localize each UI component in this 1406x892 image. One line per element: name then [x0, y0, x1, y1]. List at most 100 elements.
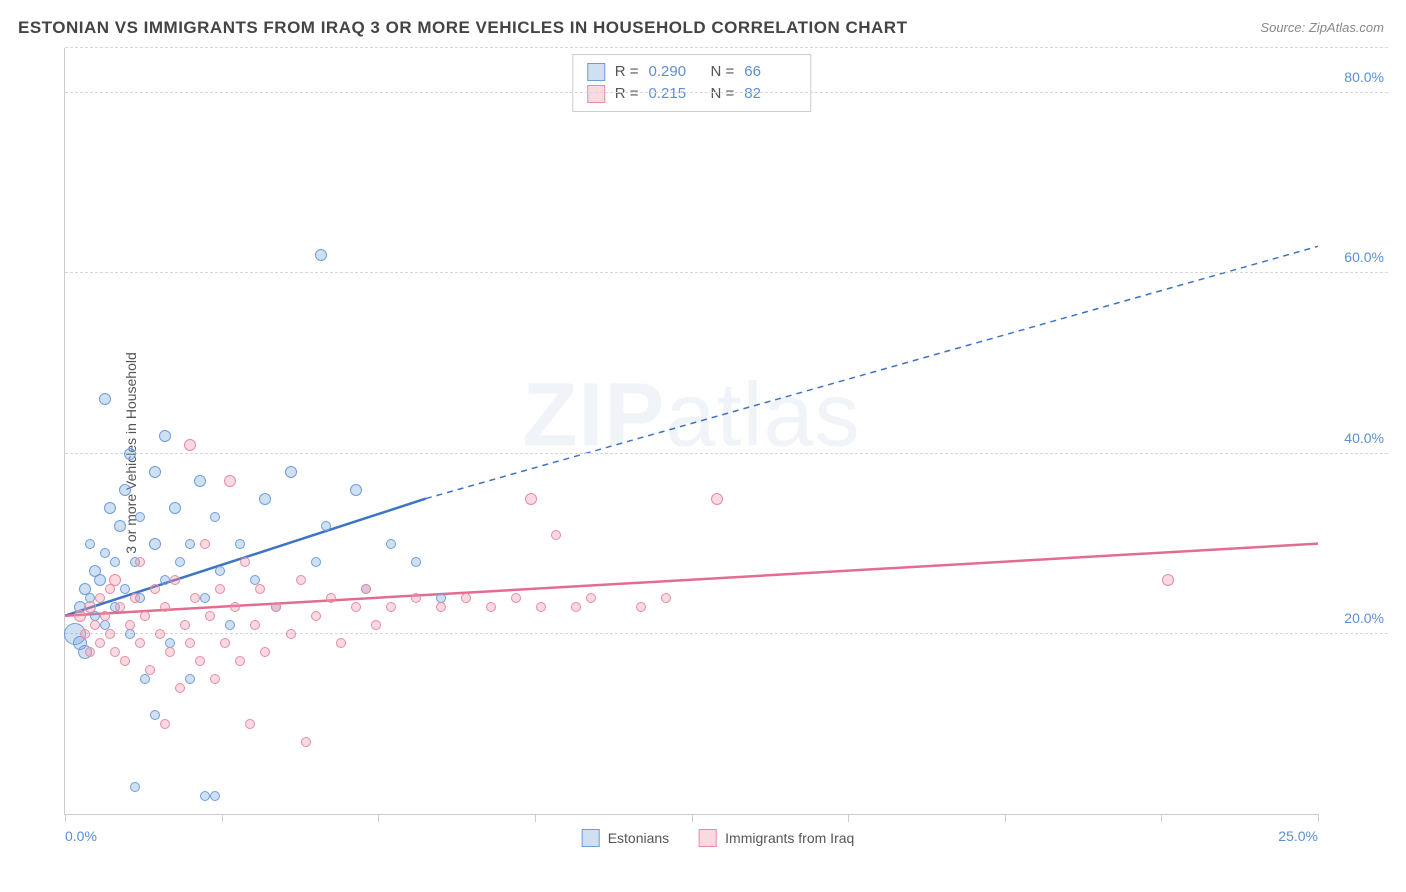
data-point	[636, 602, 646, 612]
trend-lines	[65, 48, 1318, 814]
data-point	[260, 647, 270, 657]
data-point	[271, 602, 281, 612]
data-point	[386, 539, 396, 549]
data-point	[95, 593, 105, 603]
data-point	[301, 737, 311, 747]
r-label-1: R =	[615, 83, 639, 105]
data-point	[119, 484, 131, 496]
data-point	[95, 638, 105, 648]
data-point	[571, 602, 581, 612]
data-point	[250, 620, 260, 630]
data-point	[371, 620, 381, 630]
data-point	[120, 584, 130, 594]
plot-area: ZIPatlas R = 0.290 N = 66 R = 0.215 N = …	[64, 48, 1318, 815]
data-point	[165, 647, 175, 657]
data-point	[130, 593, 140, 603]
data-point	[220, 638, 230, 648]
r-value-0: 0.290	[649, 61, 701, 83]
y-tick-label: 80.0%	[1344, 69, 1384, 85]
data-point	[210, 674, 220, 684]
legend-label-iraq: Immigrants from Iraq	[725, 830, 854, 846]
y-tick-label: 20.0%	[1344, 610, 1384, 626]
data-point	[110, 557, 120, 567]
data-point	[84, 601, 96, 613]
data-point	[240, 557, 250, 567]
stats-legend: R = 0.290 N = 66 R = 0.215 N = 82	[572, 54, 812, 112]
data-point	[140, 674, 150, 684]
data-point	[215, 566, 225, 576]
data-point	[109, 574, 121, 586]
legend-item-estonians: Estonians	[582, 829, 669, 847]
swatch-iraq	[587, 85, 605, 103]
data-point	[525, 493, 537, 505]
n-value-1: 82	[744, 83, 796, 105]
data-point	[215, 584, 225, 594]
chart-title: ESTONIAN VS IMMIGRANTS FROM IRAQ 3 OR MO…	[18, 18, 907, 38]
data-point	[711, 493, 723, 505]
data-point	[551, 530, 561, 540]
data-point	[195, 656, 205, 666]
data-point	[114, 520, 126, 532]
data-point	[235, 539, 245, 549]
data-point	[100, 548, 110, 558]
chart-container: 3 or more Vehicles in Household ZIPatlas…	[48, 48, 1388, 857]
data-point	[175, 683, 185, 693]
data-point	[336, 638, 346, 648]
data-point	[124, 448, 136, 460]
data-point	[255, 584, 265, 594]
data-point	[326, 593, 336, 603]
x-tick	[378, 814, 379, 822]
data-point	[100, 611, 110, 621]
gridline	[65, 633, 1388, 634]
data-point	[80, 629, 90, 639]
data-point	[125, 629, 135, 639]
data-point	[74, 610, 86, 622]
n-label-0: N =	[711, 61, 735, 83]
data-point	[311, 557, 321, 567]
data-point	[361, 584, 371, 594]
data-point	[245, 719, 255, 729]
data-point	[184, 439, 196, 451]
data-point	[169, 502, 181, 514]
data-point	[200, 593, 210, 603]
legend-swatch-iraq	[699, 829, 717, 847]
legend-label-estonians: Estonians	[608, 830, 669, 846]
data-point	[94, 574, 106, 586]
data-point	[185, 638, 195, 648]
data-point	[661, 593, 671, 603]
data-point	[115, 602, 125, 612]
data-point	[1162, 574, 1174, 586]
x-tick	[222, 814, 223, 822]
gridline	[65, 272, 1388, 273]
data-point	[285, 466, 297, 478]
data-point	[296, 575, 306, 585]
legend-swatch-estonians	[582, 829, 600, 847]
y-tick-label: 60.0%	[1344, 249, 1384, 265]
data-point	[120, 656, 130, 666]
data-point	[160, 602, 170, 612]
data-point	[90, 620, 100, 630]
data-point	[225, 620, 235, 630]
x-tick	[1005, 814, 1006, 822]
data-point	[104, 502, 116, 514]
data-point	[286, 629, 296, 639]
x-tick	[1161, 814, 1162, 822]
data-point	[140, 611, 150, 621]
data-point	[200, 791, 210, 801]
data-point	[224, 475, 236, 487]
data-point	[150, 710, 160, 720]
stats-row-iraq: R = 0.215 N = 82	[587, 83, 797, 105]
data-point	[149, 538, 161, 550]
gridline	[65, 47, 1388, 48]
data-point	[411, 593, 421, 603]
data-point	[200, 539, 210, 549]
data-point	[125, 620, 135, 630]
x-tick	[65, 814, 66, 822]
x-tick	[692, 814, 693, 822]
data-point	[210, 791, 220, 801]
data-point	[210, 512, 220, 522]
data-point	[351, 602, 361, 612]
data-point	[160, 575, 170, 585]
data-point	[135, 557, 145, 567]
x-tick-label: 0.0%	[65, 828, 97, 844]
